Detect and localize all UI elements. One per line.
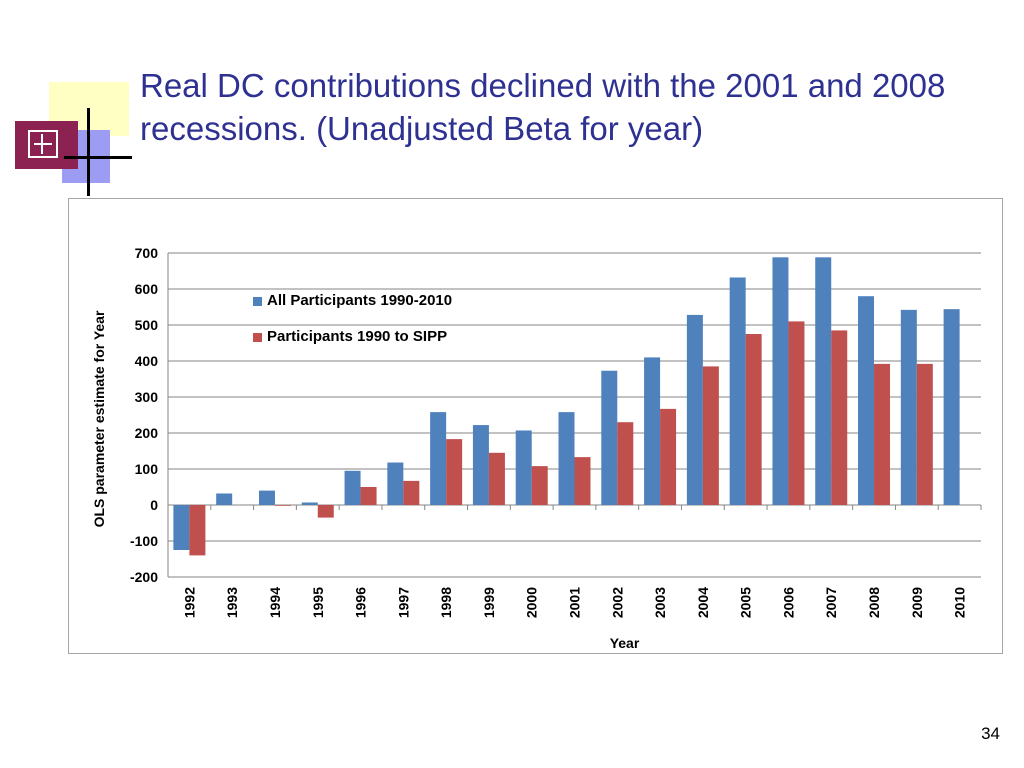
bar-participants-sipp-1992 — [189, 505, 206, 556]
x-tick-label: 1994 — [267, 587, 283, 618]
bar-participants-sipp-2008 — [874, 363, 891, 505]
y-tick-label: -100 — [130, 533, 158, 549]
y-tick-label: 200 — [135, 425, 159, 441]
bar-all-participants-1994 — [258, 490, 275, 505]
bar-all-participants-2004 — [686, 314, 703, 505]
y-axis-title: OLS parameter estimate for Year — [91, 310, 107, 527]
y-tick-label: 300 — [135, 389, 159, 405]
decor-horizontal-line — [64, 156, 132, 159]
bar-participants-sipp-2000 — [531, 466, 548, 505]
bar-all-participants-2005 — [729, 277, 746, 505]
bar-chart: -200 -100 0 100 200 300 400 500 600 700 1992 1993 19… — [91, 245, 982, 651]
y-tick-label: 700 — [135, 245, 159, 261]
x-tick-label: 2000 — [524, 587, 540, 618]
y-tick-label: 0 — [150, 497, 158, 513]
x-tick-label: 2005 — [738, 587, 754, 618]
decor-maroon-square — [15, 121, 78, 169]
x-tick-label: 1992 — [181, 587, 197, 618]
bar-all-participants-1998 — [430, 412, 447, 505]
x-axis-title: Year — [610, 635, 640, 651]
bar-participants-sipp-1995 — [317, 505, 334, 518]
bar-all-participants-2006 — [772, 257, 789, 505]
bar-all-participants-1992 — [173, 505, 190, 550]
legend-swatch — [253, 333, 262, 342]
y-tick-label: -200 — [130, 569, 158, 585]
y-tick-label: 100 — [135, 461, 159, 477]
bar-all-participants-1999 — [472, 425, 489, 505]
bar-participants-sipp-2009 — [916, 363, 933, 505]
decor-vertical-line — [87, 108, 90, 196]
x-tick-label: 1998 — [438, 587, 454, 618]
y-tick-label: 600 — [135, 281, 159, 297]
bar-participants-sipp-1997 — [403, 480, 420, 505]
legend-swatch — [253, 297, 262, 306]
bar-participants-sipp-1996 — [360, 487, 377, 505]
slide-title: Real DC contributions declined with the … — [140, 64, 1000, 150]
x-tick-label: 1995 — [310, 587, 326, 618]
x-tick-label: 2010 — [952, 587, 968, 618]
logo-icon — [28, 130, 58, 158]
bar-participants-sipp-2005 — [745, 334, 762, 505]
x-tick-label: 2004 — [695, 587, 711, 618]
bar-participants-sipp-2004 — [702, 366, 719, 505]
slide-title-line-2: recessions. (Unadjusted Beta for year) — [140, 110, 704, 147]
x-tick-label: 2002 — [609, 587, 625, 618]
bar-all-participants-2010 — [943, 309, 960, 505]
slide-title-line-1: Real DC contributions declined with the … — [140, 67, 946, 104]
bar-participants-sipp-2007 — [831, 330, 848, 505]
bar-all-participants-2001 — [558, 412, 575, 505]
bar-participants-sipp-2001 — [574, 457, 591, 505]
x-tick-label: 1999 — [481, 587, 497, 618]
bar-all-participants-1995 — [301, 502, 318, 505]
bar-all-participants-2007 — [815, 257, 832, 505]
y-tick-label: 500 — [135, 317, 159, 333]
x-tick-label: 2001 — [567, 587, 583, 618]
page-number: 34 — [981, 724, 1000, 743]
bar-participants-sipp-2002 — [617, 422, 634, 505]
legend-label: Participants 1990 to SIPP — [267, 328, 447, 345]
x-tick-label: 2008 — [866, 587, 882, 618]
x-tick-label: 2003 — [652, 587, 668, 618]
legend-label: All Participants 1990-2010 — [267, 292, 452, 309]
x-tick-label: 2009 — [909, 587, 925, 618]
x-tick-label: 2007 — [823, 587, 839, 618]
bar-participants-sipp-2003 — [660, 408, 677, 505]
bar-all-participants-1997 — [387, 462, 404, 505]
bar-all-participants-2000 — [515, 430, 532, 505]
bar-all-participants-2009 — [900, 309, 917, 505]
y-tick-label: 400 — [135, 353, 159, 369]
x-tick-label: 2006 — [780, 587, 796, 618]
bar-all-participants-1996 — [344, 470, 361, 505]
bar-all-participants-2008 — [858, 296, 875, 505]
bar-all-participants-2003 — [644, 357, 661, 505]
chart-frame: -200 -100 0 100 200 300 400 500 600 700 1992 1993 19… — [68, 198, 1003, 654]
x-tick-label: 1996 — [353, 587, 369, 618]
x-tick-label: 1997 — [395, 587, 411, 618]
bar-participants-sipp-1998 — [446, 439, 463, 505]
x-tick-label: 1993 — [224, 587, 240, 618]
bar-participants-sipp-1994 — [274, 505, 291, 506]
bar-participants-sipp-2006 — [788, 321, 805, 505]
bar-all-participants-2002 — [601, 370, 618, 505]
bar-all-participants-1993 — [216, 493, 233, 505]
bar-participants-sipp-1999 — [488, 452, 505, 505]
